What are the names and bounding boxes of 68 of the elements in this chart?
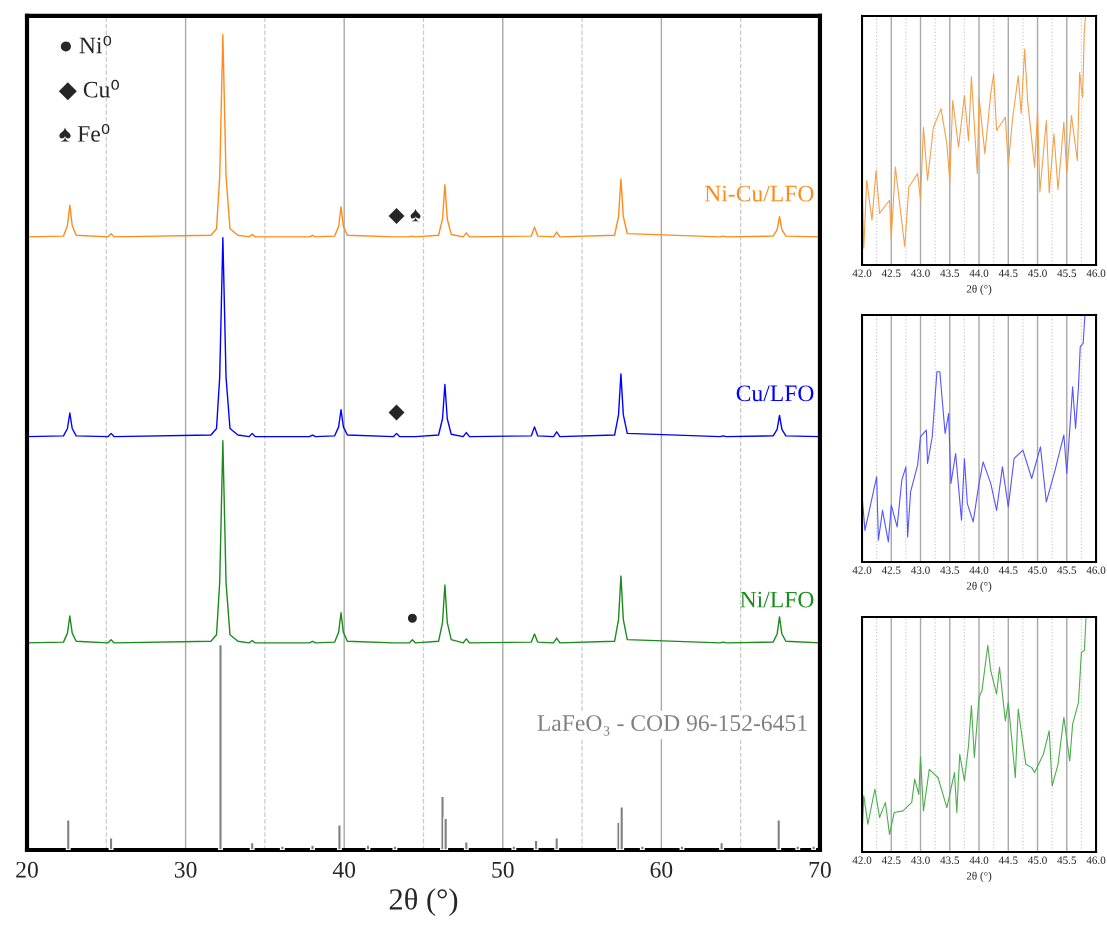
x-tick-label: 50 (492, 861, 514, 878)
bar (776, 819, 782, 851)
bar (249, 841, 255, 851)
x-tick-label: 44.0 (969, 856, 989, 865)
series-label: Ni-Cu/LFO (704, 185, 814, 202)
x-tick-label: 42.0 (852, 856, 872, 865)
x-tick-label: 46.0 (1086, 566, 1106, 574)
annotation: ● (407, 613, 417, 623)
annotation: ◆ Cu⁰ (58, 79, 119, 101)
x-tick-label: 40 (332, 861, 356, 878)
bar (533, 839, 539, 851)
series-label: Ni/LFO (740, 591, 814, 608)
bar (511, 845, 517, 851)
x-tick-label: 42.5 (881, 566, 901, 574)
bar (336, 824, 342, 851)
x-tick-label: 42.5 (881, 856, 901, 865)
x-tick-label: 42.5 (881, 269, 901, 278)
bar (639, 845, 645, 851)
x-axis-title: 2θ (°) (966, 581, 992, 592)
x-tick-label: 44.5 (998, 269, 1018, 278)
x-tick-label: 30 (174, 861, 197, 878)
bar (218, 643, 223, 851)
x-tick-label: 43.0 (911, 856, 930, 865)
x-tick-label: 70 (809, 861, 831, 878)
text: LaFeO₃ - COD 96-152-6451 (537, 715, 807, 736)
bar (310, 844, 315, 851)
bar (365, 844, 371, 851)
bar (554, 837, 560, 851)
x-tick-label: 44.0 (969, 269, 989, 278)
series-label: Cu/LFO (736, 385, 814, 402)
x-tick-label: 46.0 (1086, 856, 1106, 865)
x-tick-label: 45.5 (1057, 269, 1077, 278)
x-axis-title: 2θ (°) (966, 871, 992, 882)
bar (679, 845, 685, 851)
bar (719, 841, 725, 851)
bar (795, 845, 801, 851)
x-axis-title: 2θ (°) (389, 888, 458, 916)
annotation: ● Ni⁰ (60, 35, 112, 54)
x-tick-label: 44.5 (998, 856, 1018, 865)
x-tick-label: 43.5 (940, 566, 960, 574)
annotation: ♠ Fe⁰ (59, 124, 110, 142)
x-tick-label: 45.5 (1057, 856, 1077, 865)
x-axis-title: 2θ (°) (966, 284, 992, 295)
annotation: ◆ (388, 207, 405, 224)
x-tick-label: 43.0 (911, 269, 930, 278)
x-tick-label: 44.5 (998, 566, 1018, 574)
x-tick-label: 42.0 (852, 566, 872, 574)
bar (392, 845, 398, 851)
x-tick-label: 60 (650, 861, 673, 878)
x-tick-label: 45.0 (1028, 566, 1047, 574)
x-tick-label: 45.5 (1057, 566, 1077, 574)
bar (279, 845, 285, 851)
bar (619, 806, 625, 851)
x-tick-label: 46.0 (1086, 269, 1106, 278)
x-tick-label: 20 (16, 861, 38, 878)
bar (811, 845, 817, 851)
x-tick-label: 43.5 (940, 269, 960, 278)
x-tick-label: 44.0 (969, 566, 989, 574)
bar (108, 837, 114, 851)
bar (65, 819, 71, 851)
annotation: ♠ (410, 208, 421, 222)
x-tick-label: 45.0 (1028, 269, 1047, 278)
x-tick-label: 43.0 (911, 566, 930, 574)
annotation: ◆ (388, 404, 405, 421)
x-tick-label: 43.5 (940, 856, 960, 865)
x-tick-label: 42.0 (852, 269, 872, 278)
x-tick-label: 45.0 (1028, 856, 1047, 865)
bar (463, 841, 469, 851)
